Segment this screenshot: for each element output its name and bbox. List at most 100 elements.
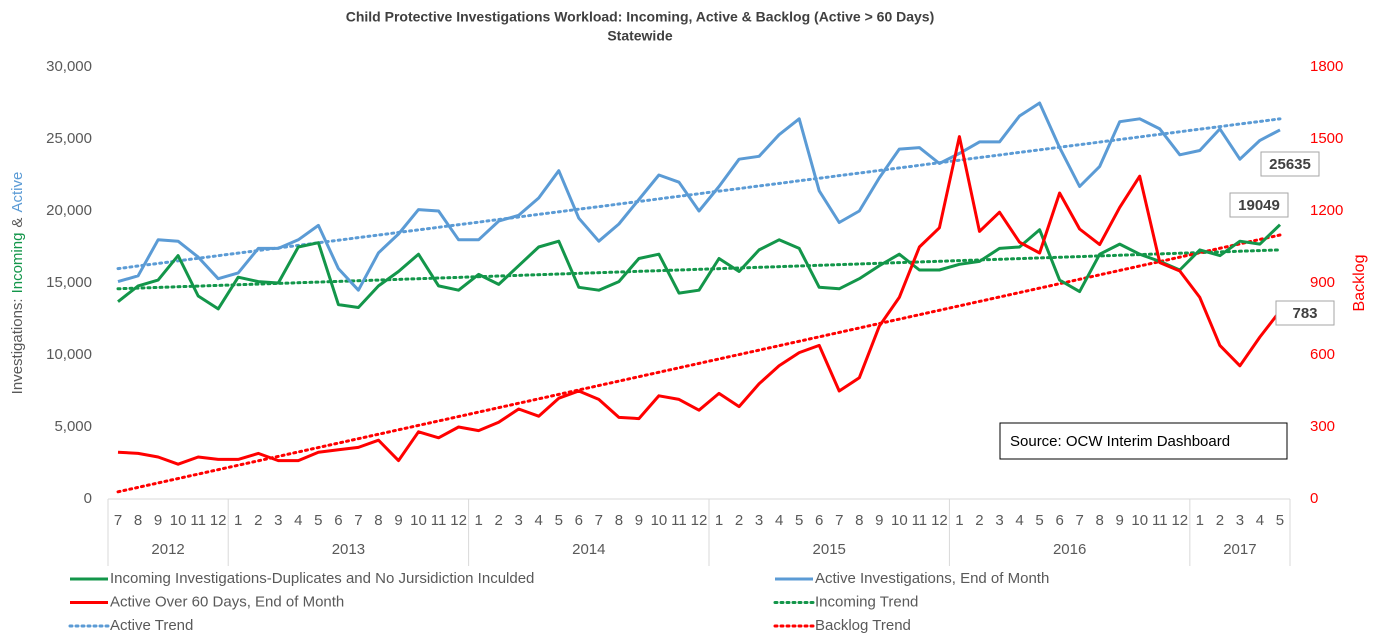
value-label: 783	[1275, 300, 1335, 326]
x-tick-label: 4	[775, 512, 783, 529]
x-tick-label: 8	[1096, 512, 1104, 529]
x-tick-label: 11	[431, 512, 447, 529]
x-tick-label: 2	[254, 512, 262, 529]
y2-tick-label: 0	[1310, 490, 1318, 507]
x-tick-label: 9	[875, 512, 883, 529]
y2-tick-label: 1200	[1310, 202, 1343, 219]
y2-tick-label: 600	[1310, 346, 1335, 363]
x-tick-label: 4	[1015, 512, 1023, 529]
x-tick-label: 8	[855, 512, 863, 529]
x-tick-label: 3	[995, 512, 1003, 529]
x-tick-label: 7	[114, 512, 122, 529]
x-tick-label: 8	[134, 512, 142, 529]
value-label-text: 25635	[1269, 156, 1311, 173]
x-tick-label: 1	[1196, 512, 1204, 529]
trend-line	[116, 248, 1282, 291]
x-tick-label: 10	[1131, 512, 1148, 529]
x-tick-label: 11	[912, 512, 928, 529]
y-tick-label: 25,000	[46, 130, 92, 147]
x-tick-label: 2	[735, 512, 743, 529]
legend-label: Active Trend	[110, 617, 193, 634]
y-axis-label-part: Investigations:	[9, 298, 26, 394]
x-tick-label: 5	[555, 512, 563, 529]
value-label: 25635	[1260, 151, 1320, 177]
legend-label: Active Investigations, End of Month	[815, 570, 1049, 587]
legend-label: Incoming Investigations-Duplicates and N…	[110, 570, 534, 587]
x-tick-label: 9	[635, 512, 643, 529]
x-tick-label: 2	[1216, 512, 1224, 529]
legend-label: Active Over 60 Days, End of Month	[110, 593, 344, 610]
x-tick-label: 4	[1256, 512, 1264, 529]
x-tick-label: 5	[314, 512, 322, 529]
line-series	[117, 135, 1282, 466]
x-tick-label: 11	[1152, 512, 1168, 529]
x-tick-label: 7	[354, 512, 362, 529]
x-tick-label: 12	[691, 512, 708, 529]
y-tick-label: 30,000	[46, 58, 92, 75]
group-label: 2012	[151, 541, 184, 558]
value-label-text: 19049	[1238, 197, 1280, 214]
y2-tick-label: 1800	[1310, 58, 1343, 75]
group-label: 2016	[1053, 541, 1086, 558]
value-label-box	[1229, 192, 1289, 218]
y-axis-label-part: &	[9, 218, 26, 228]
value-label-box	[1275, 300, 1335, 326]
x-tick-label: 12	[450, 512, 467, 529]
legend-label: Incoming Trend	[815, 593, 918, 610]
line-series	[117, 223, 1282, 311]
value-label: 19049	[1229, 192, 1289, 218]
y-tick-label: 0	[84, 490, 92, 507]
group-label: 2015	[813, 541, 846, 558]
x-tick-label: 11	[190, 512, 206, 529]
y-axis-label: Investigations: Incoming & Active	[9, 172, 26, 395]
x-tick-label: 4	[294, 512, 302, 529]
x-tick-label: 3	[515, 512, 523, 529]
y2-tick-label: 900	[1310, 274, 1335, 291]
y2-axis-label: Backlog	[1351, 255, 1368, 312]
x-tick-label: 7	[1075, 512, 1083, 529]
group-label: 2017	[1223, 541, 1256, 558]
x-tick-label: 10	[651, 512, 668, 529]
y-tick-label: 20,000	[46, 202, 92, 219]
x-tick-label: 4	[535, 512, 543, 529]
value-label-box	[1260, 151, 1320, 177]
group-label: 2013	[332, 541, 365, 558]
x-tick-label: 6	[575, 512, 583, 529]
annotation-box	[999, 422, 1288, 460]
x-tick-label: 1	[234, 512, 242, 529]
chart-subtitle: Statewide	[607, 28, 673, 44]
chart-title: Child Protective Investigations Workload…	[346, 9, 935, 25]
x-tick-label: 10	[170, 512, 187, 529]
x-tick-label: 3	[755, 512, 763, 529]
x-tick-label: 9	[394, 512, 402, 529]
x-tick-label: 5	[795, 512, 803, 529]
x-tick-label: 7	[835, 512, 843, 529]
x-tick-label: 11	[671, 512, 687, 529]
x-tick-label: 1	[474, 512, 482, 529]
trend-line	[116, 117, 1282, 271]
value-label-text: 783	[1292, 305, 1317, 322]
x-tick-label: 12	[931, 512, 948, 529]
x-tick-label: 8	[374, 512, 382, 529]
y2-tick-label: 300	[1310, 418, 1335, 435]
x-tick-label: 5	[1035, 512, 1043, 529]
x-tick-label: 3	[1236, 512, 1244, 529]
annotation: Source: OCW Interim Dashboard	[1010, 433, 1230, 450]
x-tick-label: 6	[1055, 512, 1063, 529]
x-tick-label: 7	[595, 512, 603, 529]
x-tick-label: 5	[1276, 512, 1284, 529]
legend-label: Backlog Trend	[815, 617, 911, 634]
line-series	[117, 101, 1281, 292]
y-axis-label-part: Incoming	[9, 233, 26, 294]
x-tick-label: 1	[955, 512, 963, 529]
y-tick-label: 10,000	[46, 346, 92, 363]
x-tick-label: 10	[410, 512, 427, 529]
x-tick-label: 6	[815, 512, 823, 529]
x-tick-label: 2	[494, 512, 502, 529]
x-tick-label: 12	[210, 512, 227, 529]
x-tick-label: 6	[334, 512, 342, 529]
x-tick-label: 9	[1116, 512, 1124, 529]
y-tick-label: 5,000	[54, 418, 92, 435]
x-tick-label: 12	[1171, 512, 1188, 529]
y-axis-label-part: Active	[9, 172, 26, 213]
